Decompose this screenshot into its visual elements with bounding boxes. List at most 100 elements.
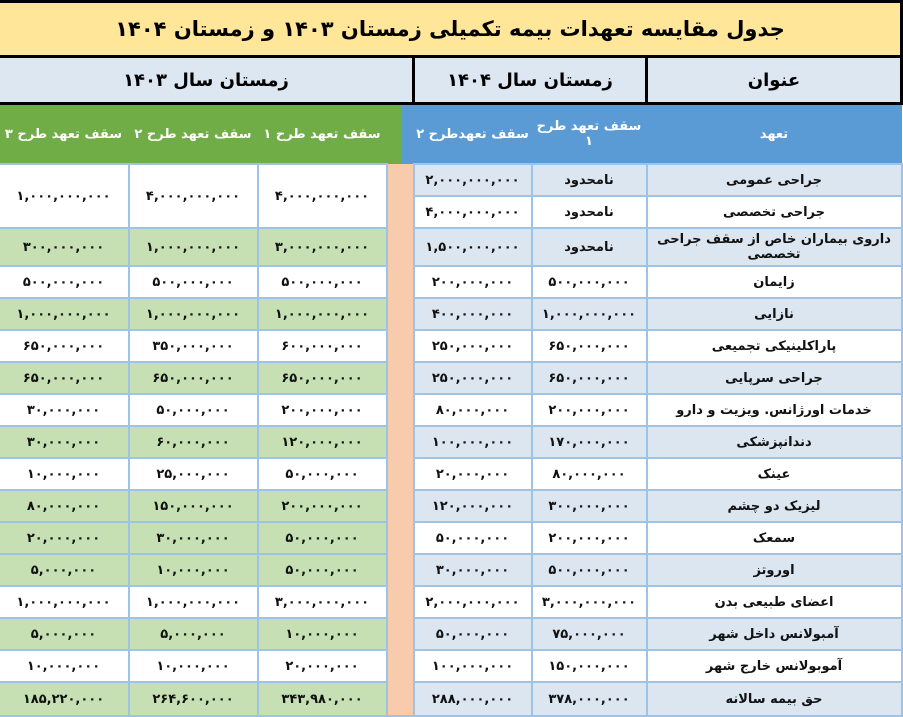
value-1403-plan2: ۱,۰۰۰,۰۰۰,۰۰۰ [127, 227, 259, 267]
table-row: جراحی سرپایی ۶۵۰,۰۰۰,۰۰۰ ۲۵۰,۰۰۰,۰۰۰ ۶۵۰,۰۰… [0, 361, 903, 395]
value-1404-plan1: ۵۰۰,۰۰۰,۰۰۰ [530, 553, 648, 587]
table-row: سمعک ۲۰۰,۰۰۰,۰۰۰ ۵۰,۰۰۰,۰۰۰ ۵۰,۰۰۰,۰۰۰ ۳۰,۰۰… [0, 521, 903, 555]
value-1404-plan2: ۵۰,۰۰۰,۰۰۰ [412, 521, 533, 555]
value-1403-plan1: ۱,۰۰۰,۰۰۰,۰۰۰ [256, 297, 388, 331]
row-label: جراحی عمومی [645, 163, 903, 197]
row-label: آموبولانس خارج شهر [645, 649, 903, 683]
value-1403-plan3: ۱,۰۰۰,۰۰۰,۰۰۰ [0, 297, 130, 331]
value-1404-plan2: ۵۰,۰۰۰,۰۰۰ [412, 617, 533, 651]
value-1403-plan1: ۲۰۰,۰۰۰,۰۰۰ [256, 393, 388, 427]
value-1403-plan2: ۲۵,۰۰۰,۰۰۰ [127, 457, 259, 491]
value-1404-plan1: ۳۰۰,۰۰۰,۰۰۰ [530, 489, 648, 523]
value-1404-plan1: ۶۵۰,۰۰۰,۰۰۰ [530, 329, 648, 363]
row-label: خدمات اورژانس. ویزیت و دارو [645, 393, 903, 427]
value-1404-plan1: ۸۰,۰۰۰,۰۰۰ [530, 457, 648, 491]
row-label: پاراکلینیکی تجمیعی [645, 329, 903, 363]
table-row: خدمات اورژانس. ویزیت و دارو ۲۰۰,۰۰۰,۰۰۰ ۸۰… [0, 393, 903, 427]
value-1403-plan3: ۱۰,۰۰۰,۰۰۰ [0, 457, 130, 491]
title-row: جدول مقایسه تعهدات بیمه تکمیلی زمستان ۱۴… [0, 0, 903, 58]
value-1403-plan3: ۵۰۰,۰۰۰,۰۰۰ [0, 265, 130, 299]
subheader-1404-plan2: سقف تعهدطرح ۲ [413, 103, 532, 164]
value-1403-plan1: ۵۰۰,۰۰۰,۰۰۰ [256, 265, 388, 299]
row-label: حق بیمه سالانه [645, 681, 903, 717]
separator-column [385, 164, 415, 717]
value-1403-plan1: ۲۰۰,۰۰۰,۰۰۰ [256, 489, 388, 523]
value-1403-plan1: ۵۰,۰۰۰,۰۰۰ [256, 553, 388, 587]
row-label: نازایی [645, 297, 903, 331]
table-row: زایمان ۵۰۰,۰۰۰,۰۰۰ ۲۰۰,۰۰۰,۰۰۰ ۵۰۰,۰۰۰,۰۰۰ ۵… [0, 265, 903, 299]
value-1403-plan3: ۵,۰۰۰,۰۰۰ [0, 617, 130, 651]
row-label: اوروتز [645, 553, 903, 587]
row-label: جراحی سرپایی [645, 361, 903, 395]
value-1404-plan1: ۲۰۰,۰۰۰,۰۰۰ [530, 521, 648, 555]
row-label: سمعک [645, 521, 903, 555]
value-1403-plan2: ۱۵۰,۰۰۰,۰۰۰ [127, 489, 259, 523]
table-row: داروی بیماران خاص از سقف جراحی تخصصی نامح… [0, 227, 903, 267]
subheader-1403-plan1: سقف تعهد طرح ۱ [257, 103, 387, 164]
value-1403-plan2: ۶۰,۰۰۰,۰۰۰ [127, 425, 259, 459]
value-1404-plan2: ۲۰۰,۰۰۰,۰۰۰ [412, 265, 533, 299]
value-1404-plan1: ۳۷۸,۰۰۰,۰۰۰ [530, 681, 648, 717]
value-1404-plan2: ۴۰۰,۰۰۰,۰۰۰ [412, 297, 533, 331]
value-1404-plan2: ۲۸۸,۰۰۰,۰۰۰ [412, 681, 533, 717]
table-row: لیزیک دو چشم ۳۰۰,۰۰۰,۰۰۰ ۱۲۰,۰۰۰,۰۰۰ ۲۰۰,۰۰… [0, 489, 903, 523]
table-row: دندانپزشکی ۱۷۰,۰۰۰,۰۰۰ ۱۰۰,۰۰۰,۰۰۰ ۱۲۰,۰۰۰,… [0, 425, 903, 459]
value-1403-plan1: ۱۲۰,۰۰۰,۰۰۰ [256, 425, 388, 459]
year-header-row: عنوان زمستان سال ۱۴۰۴ زمستان سال ۱۴۰۳ [0, 55, 903, 105]
header-year-1403: زمستان سال ۱۴۰۳ [0, 55, 415, 105]
value-1403-plan1: ۲۰,۰۰۰,۰۰۰ [256, 649, 388, 683]
value-1404-plan2: ۲,۰۰۰,۰۰۰,۰۰۰ [412, 163, 533, 197]
table-row: اعضای طبیعی بدن ۳,۰۰۰,۰۰۰,۰۰۰ ۲,۰۰۰,۰۰۰,۰۰… [0, 585, 903, 619]
table-row: جراحی عمومی نامحدود ۲,۰۰۰,۰۰۰,۰۰۰ ۴,۰۰۰,۰۰۰… [0, 163, 903, 717]
table-row: حق بیمه سالانه ۳۷۸,۰۰۰,۰۰۰ ۲۸۸,۰۰۰,۰۰۰ ۳۴۳,… [0, 681, 903, 717]
table-row: نازایی ۱,۰۰۰,۰۰۰,۰۰۰ ۴۰۰,۰۰۰,۰۰۰ ۱,۰۰۰,۰۰۰,… [0, 297, 903, 331]
row-label: لیزیک دو چشم [645, 489, 903, 523]
value-1404-plan1: ۳,۰۰۰,۰۰۰,۰۰۰ [530, 585, 648, 619]
value-1403-plan1: ۴,۰۰۰,۰۰۰,۰۰۰ [256, 163, 388, 229]
value-1403-plan2: ۵,۰۰۰,۰۰۰ [127, 617, 259, 651]
row-label: آمبولانس داخل شهر [645, 617, 903, 651]
subheader-commitment: تعهد [646, 103, 902, 164]
row-label: زایمان [645, 265, 903, 299]
value-1403-plan3: ۵,۰۰۰,۰۰۰ [0, 553, 130, 587]
row-label: جراحی تخصصی [645, 195, 903, 229]
page-title: جدول مقایسه تعهدات بیمه تکمیلی زمستان ۱۴… [0, 0, 903, 58]
value-1403-plan3: ۳۰۰,۰۰۰,۰۰۰ [0, 227, 130, 267]
value-1404-plan2: ۸۰,۰۰۰,۰۰۰ [412, 393, 533, 427]
value-1403-plan2: ۶۵۰,۰۰۰,۰۰۰ [127, 361, 259, 395]
value-1404-plan1: نامحدود [530, 163, 648, 197]
value-1404-plan1: ۷۵,۰۰۰,۰۰۰ [530, 617, 648, 651]
value-1403-plan3: ۱,۰۰۰,۰۰۰,۰۰۰ [0, 585, 130, 619]
row-label: اعضای طبیعی بدن [645, 585, 903, 619]
header-year-1404: زمستان سال ۱۴۰۴ [412, 55, 648, 105]
value-1403-plan1: ۶۵۰,۰۰۰,۰۰۰ [256, 361, 388, 395]
value-1403-plan3: ۳۰,۰۰۰,۰۰۰ [0, 393, 130, 427]
value-1404-plan2: ۳۰,۰۰۰,۰۰۰ [412, 553, 533, 587]
value-1404-plan2: ۲۵۰,۰۰۰,۰۰۰ [412, 361, 533, 395]
value-1404-plan1: ۱۵۰,۰۰۰,۰۰۰ [530, 649, 648, 683]
value-1404-plan1: ۱,۰۰۰,۰۰۰,۰۰۰ [530, 297, 648, 331]
table-row: آمبولانس داخل شهر ۷۵,۰۰۰,۰۰۰ ۵۰,۰۰۰,۰۰۰ ۱۰,… [0, 617, 903, 651]
value-1403-plan1: ۵۰,۰۰۰,۰۰۰ [256, 457, 388, 491]
subheader-separator [386, 103, 414, 164]
value-1403-plan3: ۲۰,۰۰۰,۰۰۰ [0, 521, 130, 555]
table-row: پاراکلینیکی تجمیعی ۶۵۰,۰۰۰,۰۰۰ ۲۵۰,۰۰۰,۰۰۰… [0, 329, 903, 363]
value-1404-plan1: نامحدود [530, 195, 648, 229]
value-1403-plan2: ۲۶۴,۶۰۰,۰۰۰ [127, 681, 259, 717]
value-1403-plan1: ۳,۰۰۰,۰۰۰,۰۰۰ [256, 227, 388, 267]
row-label: دندانپزشکی [645, 425, 903, 459]
value-1403-plan2: ۴,۰۰۰,۰۰۰,۰۰۰ [127, 163, 259, 229]
table-row: آموبولانس خارج شهر ۱۵۰,۰۰۰,۰۰۰ ۱۰۰,۰۰۰,۰۰۰… [0, 649, 903, 683]
value-1403-plan2: ۵۰۰,۰۰۰,۰۰۰ [127, 265, 259, 299]
value-1403-plan2: ۱۰,۰۰۰,۰۰۰ [127, 649, 259, 683]
value-1404-plan2: ۲,۰۰۰,۰۰۰,۰۰۰ [412, 585, 533, 619]
value-1403-plan3: ۳۰,۰۰۰,۰۰۰ [0, 425, 130, 459]
value-1403-plan3: ۱۰,۰۰۰,۰۰۰ [0, 649, 130, 683]
value-1403-plan2: ۳۰,۰۰۰,۰۰۰ [127, 521, 259, 555]
value-1403-plan1: ۳۴۳,۹۸۰,۰۰۰ [256, 681, 388, 717]
value-1403-plan2: ۳۵۰,۰۰۰,۰۰۰ [127, 329, 259, 363]
value-1404-plan2: ۱۰۰,۰۰۰,۰۰۰ [412, 649, 533, 683]
row-label: داروی بیماران خاص از سقف جراحی تخصصی [645, 227, 903, 267]
value-1403-plan3: ۱,۰۰۰,۰۰۰,۰۰۰ [0, 163, 130, 229]
